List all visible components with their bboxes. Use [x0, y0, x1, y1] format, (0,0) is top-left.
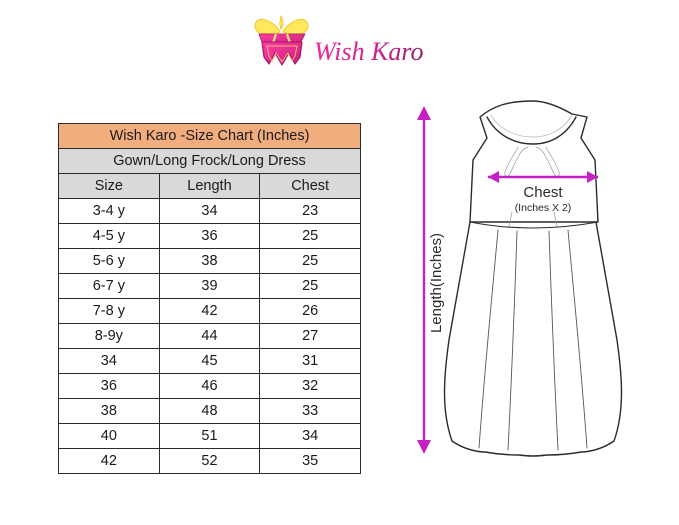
svg-text:Wish Karo: Wish Karo [314, 37, 424, 66]
svg-text:Length(Inches): Length(Inches) [428, 233, 445, 333]
svg-text:(Inches X 2): (Inches X 2) [515, 202, 572, 214]
svg-text:Chest: Chest [523, 184, 563, 201]
